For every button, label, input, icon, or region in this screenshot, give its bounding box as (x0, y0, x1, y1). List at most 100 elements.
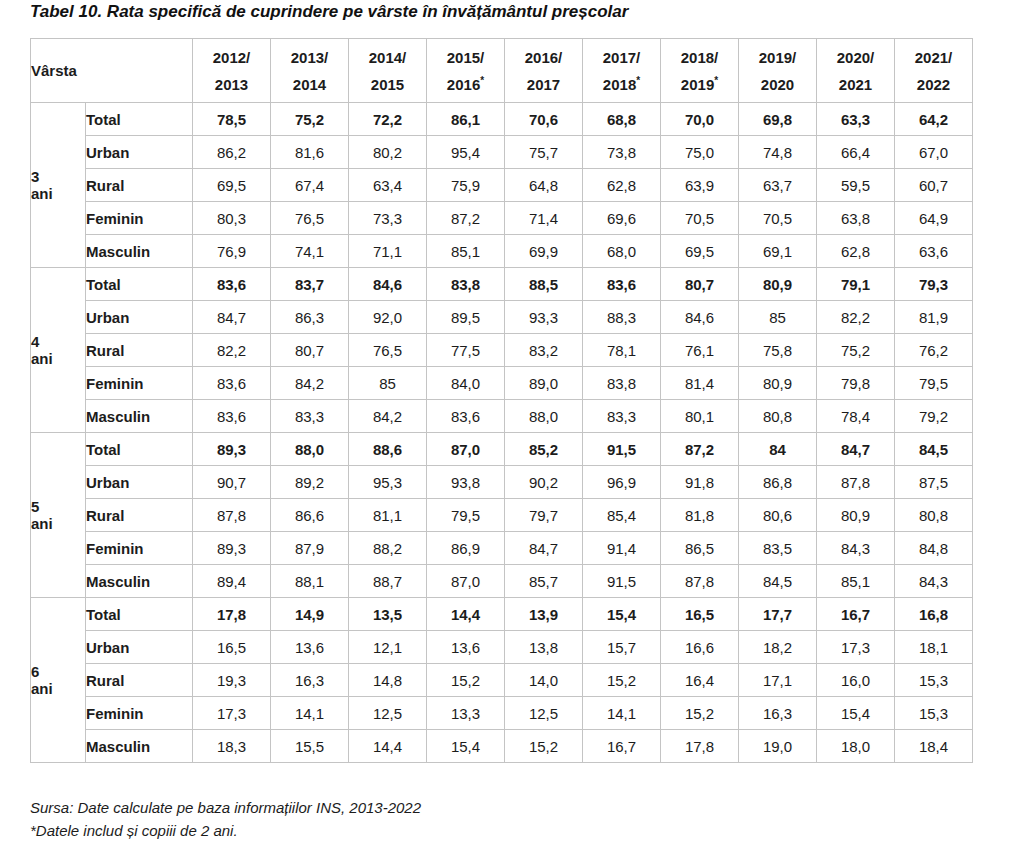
value-cell: 84,5 (895, 433, 973, 466)
year-column-header: 2015/2016* (427, 39, 505, 103)
table-footer: Sursa: Date calculate pe baza informații… (30, 796, 421, 842)
value-cell: 85,4 (583, 499, 661, 532)
value-cell: 13,6 (271, 631, 349, 664)
value-cell: 80,8 (895, 499, 973, 532)
category-label: Masculin (86, 235, 193, 268)
value-cell: 78,4 (817, 400, 895, 433)
value-cell: 84,7 (505, 532, 583, 565)
value-cell: 84,2 (271, 367, 349, 400)
value-cell: 83,7 (271, 268, 349, 301)
value-cell: 18,4 (895, 730, 973, 763)
table-header-row: Vârsta 2012/20132013/20142014/20152015/2… (31, 39, 973, 103)
table-row: Feminin89,387,988,286,984,791,486,583,58… (31, 532, 973, 565)
value-cell: 86,9 (427, 532, 505, 565)
value-cell: 86,1 (427, 103, 505, 136)
value-cell: 80,3 (193, 202, 271, 235)
value-cell: 69,5 (193, 169, 271, 202)
value-cell: 80,9 (739, 268, 817, 301)
value-cell: 64,8 (505, 169, 583, 202)
value-cell: 96,9 (583, 466, 661, 499)
table-row: Urban16,513,612,113,613,815,716,618,217,… (31, 631, 973, 664)
table-row: Urban84,786,392,089,593,388,384,68582,28… (31, 301, 973, 334)
value-cell: 16,7 (583, 730, 661, 763)
value-cell: 13,8 (505, 631, 583, 664)
category-label: Masculin (86, 565, 193, 598)
value-cell: 15,7 (583, 631, 661, 664)
value-cell: 88,0 (271, 433, 349, 466)
value-cell: 59,5 (817, 169, 895, 202)
value-cell: 15,5 (271, 730, 349, 763)
value-cell: 82,2 (193, 334, 271, 367)
category-label: Total (86, 103, 193, 136)
value-cell: 81,4 (661, 367, 739, 400)
value-cell: 69,8 (739, 103, 817, 136)
value-cell: 95,4 (427, 136, 505, 169)
value-cell: 89,4 (193, 565, 271, 598)
value-cell: 15,2 (505, 730, 583, 763)
table-row: Masculin76,974,171,185,169,968,069,569,1… (31, 235, 973, 268)
value-cell: 76,5 (271, 202, 349, 235)
value-cell: 84,0 (427, 367, 505, 400)
value-cell: 16,5 (193, 631, 271, 664)
value-cell: 12,5 (349, 697, 427, 730)
age-group-label: 6 ani (31, 663, 64, 698)
value-cell: 15,2 (427, 664, 505, 697)
value-cell: 86,3 (271, 301, 349, 334)
value-cell: 87,2 (427, 202, 505, 235)
category-label: Feminin (86, 367, 193, 400)
value-cell: 86,5 (661, 532, 739, 565)
value-cell: 79,7 (505, 499, 583, 532)
value-cell: 14,4 (349, 730, 427, 763)
value-cell: 86,2 (193, 136, 271, 169)
value-cell: 74,8 (739, 136, 817, 169)
table-row: 3 aniTotal78,575,272,286,170,668,870,069… (31, 103, 973, 136)
value-cell: 69,1 (739, 235, 817, 268)
category-label: Masculin (86, 400, 193, 433)
category-label: Rural (86, 334, 193, 367)
value-cell: 68,8 (583, 103, 661, 136)
table-row: Rural87,886,681,179,579,785,481,880,680,… (31, 499, 973, 532)
value-cell: 72,2 (349, 103, 427, 136)
value-cell: 17,3 (193, 697, 271, 730)
value-cell: 16,8 (895, 598, 973, 631)
value-cell: 16,4 (661, 664, 739, 697)
value-cell: 19,0 (739, 730, 817, 763)
value-cell: 81,6 (271, 136, 349, 169)
value-cell: 87,8 (817, 466, 895, 499)
value-cell: 84,7 (817, 433, 895, 466)
year-bottom: 2013 (215, 76, 248, 93)
value-cell: 88,7 (349, 565, 427, 598)
value-cell: 71,1 (349, 235, 427, 268)
value-cell: 17,8 (661, 730, 739, 763)
value-cell: 18,2 (739, 631, 817, 664)
value-cell: 79,8 (817, 367, 895, 400)
footnote-asterisk: * (714, 75, 718, 86)
value-cell: 60,7 (895, 169, 973, 202)
value-cell: 13,9 (505, 598, 583, 631)
value-cell: 79,2 (895, 400, 973, 433)
value-cell: 93,3 (505, 301, 583, 334)
value-cell: 83,8 (427, 268, 505, 301)
value-cell: 69,5 (661, 235, 739, 268)
value-cell: 62,8 (817, 235, 895, 268)
value-cell: 63,3 (817, 103, 895, 136)
year-top: 2019/ (759, 49, 797, 66)
value-cell: 79,5 (895, 367, 973, 400)
year-column-header: 2021/2022 (895, 39, 973, 103)
value-cell: 83,6 (583, 268, 661, 301)
value-cell: 81,1 (349, 499, 427, 532)
value-cell: 16,0 (817, 664, 895, 697)
value-cell: 83,6 (193, 367, 271, 400)
value-cell: 87,8 (661, 565, 739, 598)
value-cell: 91,5 (583, 565, 661, 598)
value-cell: 93,8 (427, 466, 505, 499)
value-cell: 86,6 (271, 499, 349, 532)
value-cell: 79,3 (895, 268, 973, 301)
value-cell: 15,4 (817, 697, 895, 730)
value-cell: 63,6 (895, 235, 973, 268)
value-cell: 16,3 (739, 697, 817, 730)
category-label: Urban (86, 466, 193, 499)
value-cell: 75,2 (271, 103, 349, 136)
value-cell: 67,4 (271, 169, 349, 202)
year-column-header: 2016/2017 (505, 39, 583, 103)
